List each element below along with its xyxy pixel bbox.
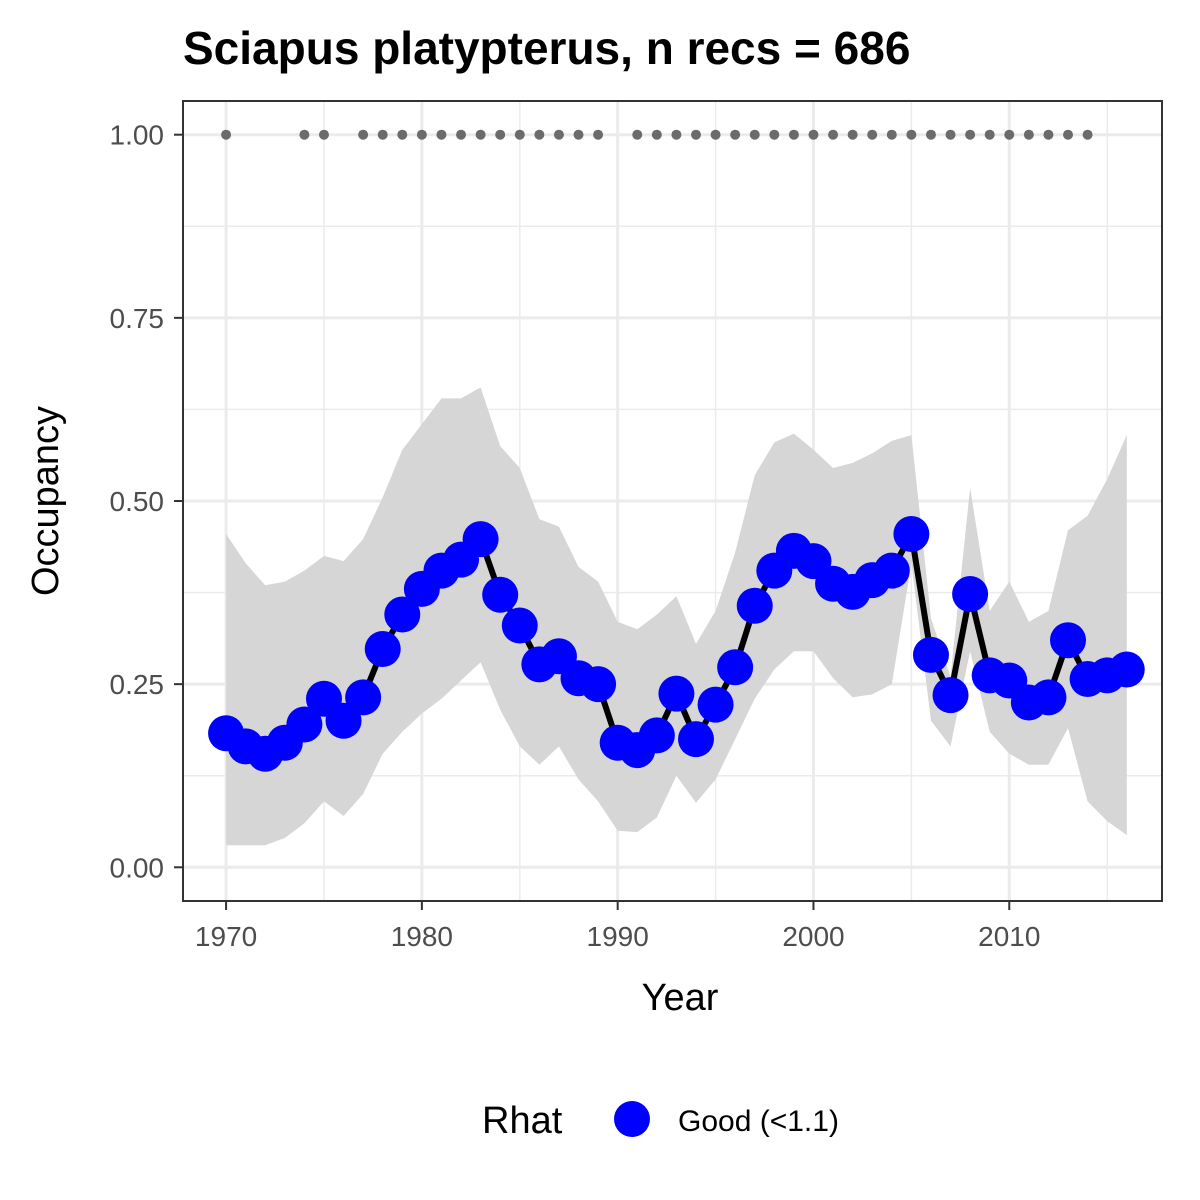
record-dot [965,129,976,140]
data-point [952,576,989,613]
record-dot [730,129,741,140]
x-axis-title: Year [642,977,719,1019]
record-dot [593,129,604,140]
record-dot [416,129,427,140]
data-point [717,649,754,686]
record-dot [906,129,917,140]
record-dot [299,129,310,140]
record-dot [847,129,858,140]
data-point [580,666,617,703]
data-point [462,521,499,558]
data-point [1108,651,1145,688]
record-dot [651,129,662,140]
y-tick-label: 0.25 [110,669,165,700]
legend: Rhat Good (<1.1) [482,1100,839,1142]
data-point [345,679,382,716]
record-dot [671,129,682,140]
record-dot [632,129,643,140]
y-tick-label: 0.00 [110,852,165,883]
y-tick-label: 0.50 [110,486,165,517]
data-point [482,576,519,613]
record-dot [358,129,369,140]
record-dot [495,129,506,140]
legend-title: Rhat [482,1100,563,1142]
record-dot [397,129,408,140]
data-point [677,721,714,758]
data-point [932,677,969,714]
record-dot [1063,129,1074,140]
record-dot [1023,129,1034,140]
record-dot [788,129,799,140]
record-dot [867,129,878,140]
record-dot [377,129,388,140]
data-point [736,587,773,624]
x-tick-label: 2010 [978,921,1040,952]
record-dot [710,129,721,140]
chart-title: Sciapus platypterus, n recs = 686 [183,22,910,74]
record-dot [475,129,486,140]
data-point [638,717,675,754]
record-dot [221,129,232,140]
record-dot [1004,129,1015,140]
data-point [893,515,930,552]
y-tick-label: 0.75 [110,303,165,334]
x-tick-label: 2000 [782,921,844,952]
record-dot [886,129,897,140]
data-point [1050,622,1087,659]
record-dot [984,129,995,140]
record-dot [456,129,467,140]
data-point [501,607,538,644]
occupancy-points [208,515,1145,772]
y-axis-title: Occupancy [25,406,67,596]
record-dots [221,129,1093,140]
record-dot [769,129,780,140]
confidence-ribbon [226,387,1127,846]
record-dot [749,129,760,140]
record-dot [534,129,545,140]
x-tick-label: 1970 [195,921,257,952]
record-dot [573,129,584,140]
data-point [384,596,421,633]
data-point [912,636,949,673]
record-dot [436,129,447,140]
x-tick-label: 1990 [587,921,649,952]
data-point [658,675,695,712]
record-dot [318,129,329,140]
record-dot [945,129,956,140]
record-dot [828,129,839,140]
record-dot [1043,129,1054,140]
legend-label-good: Good (<1.1) [678,1105,839,1138]
legend-key-good [614,1101,650,1137]
data-point [286,706,323,743]
record-dot [553,129,564,140]
record-dot [1082,129,1093,140]
data-point [697,686,734,723]
axis-ticks [174,133,1011,910]
data-point [364,630,401,667]
record-dot [690,129,701,140]
y-tick-labels: 0.00 0.25 0.50 0.75 1.00 [110,120,165,884]
x-tick-labels: 1970 1980 1990 2000 2010 [195,921,1040,952]
record-dot [925,129,936,140]
y-tick-label: 1.00 [110,120,165,151]
record-dot [808,129,819,140]
x-tick-label: 1980 [391,921,453,952]
data-point [873,552,910,589]
record-dot [514,129,525,140]
data-point [1030,679,1067,716]
